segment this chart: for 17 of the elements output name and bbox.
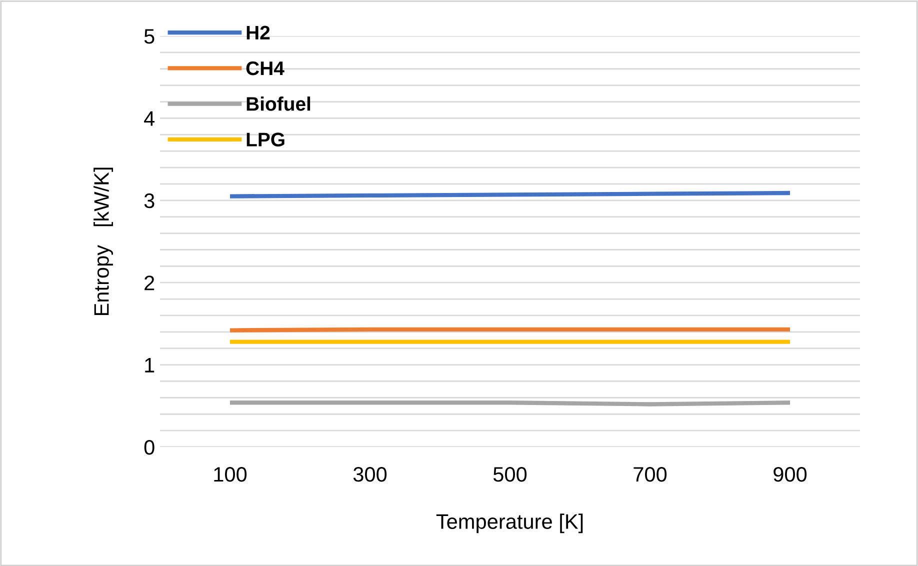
- x-tick-label: 700: [634, 466, 667, 482]
- legend-label: LPG: [246, 132, 284, 146]
- x-tick-label: 500: [493, 466, 527, 482]
- y-tick-label: 5: [144, 29, 154, 44]
- x-tick-label: 900: [774, 466, 807, 482]
- y-tick-label: 0: [144, 440, 154, 455]
- y-axis-title: Entropy [kW/K]: [94, 168, 113, 316]
- legend-label: CH4: [246, 61, 284, 76]
- legend-label: H2: [246, 26, 270, 40]
- y-tick-label: 1: [145, 358, 154, 372]
- x-tick-label: 300: [353, 466, 387, 482]
- x-axis-title: Temperature [K]: [436, 514, 583, 534]
- x-tick-label: 100: [214, 466, 247, 482]
- y-tick-label: 2: [144, 276, 154, 290]
- y-tick-label: 3: [144, 193, 154, 208]
- legend-label: Biofuel: [246, 96, 310, 111]
- y-tick-label: 4: [144, 111, 155, 126]
